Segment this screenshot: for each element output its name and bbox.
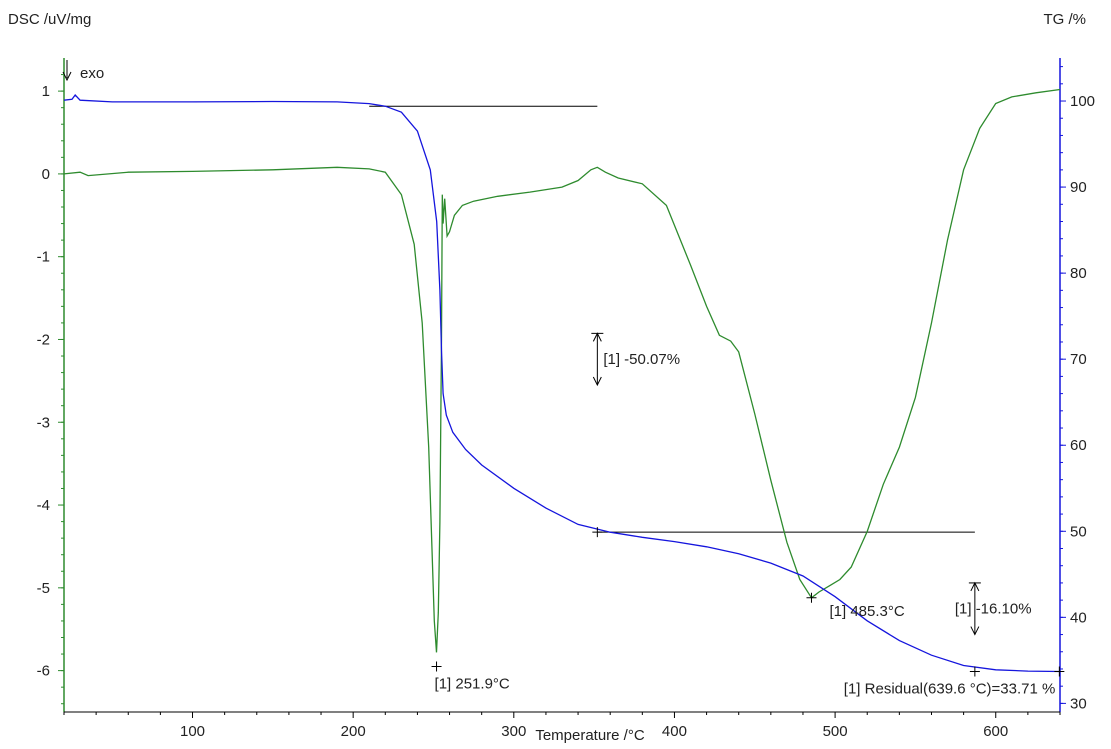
arrow-head-down — [970, 626, 980, 636]
x-tick-label: 500 — [823, 723, 848, 740]
peak-marker-icon — [806, 592, 817, 603]
x-tick-label: 400 — [662, 723, 687, 740]
tg-curve — [63, 93, 1060, 673]
exo-label: exo — [80, 65, 104, 82]
x-tick-label: 300 — [501, 723, 526, 740]
step-marker-icon — [592, 527, 603, 538]
x-tick-label: 600 — [983, 723, 1008, 740]
y-right-tick-label: 50 — [1070, 523, 1087, 540]
residual-marker-icon — [1054, 666, 1065, 677]
mass-loss-arrow-icon — [968, 581, 981, 636]
y-left-tick-label: -4 — [37, 497, 50, 514]
y-left-tick-label: 0 — [42, 166, 50, 183]
residual-label: [1] Residual(639.6 °C)=33.71 % — [844, 680, 1056, 697]
y-left-axis-title: DSC /uV/mg — [8, 11, 91, 28]
mass-loss-arrow-icon — [591, 332, 604, 387]
x-tick-label: 100 — [180, 723, 205, 740]
peak-marker-icon — [431, 661, 442, 672]
residual-marker-icon — [969, 666, 980, 677]
exo-arrow-icon — [62, 60, 72, 82]
y-left-tick-label: -5 — [37, 580, 50, 597]
y-left-tick-label: -3 — [37, 414, 50, 431]
y-left-tick-label: -2 — [37, 331, 50, 348]
y-left-tick-label: -6 — [37, 663, 50, 680]
y-right-tick-label: 60 — [1070, 437, 1087, 454]
arrow-head-down — [592, 376, 602, 387]
peak-2-label: [1] 485.3°C — [829, 603, 904, 620]
y-right-tick-label: 80 — [1070, 265, 1087, 282]
y-right-tick-label: 90 — [1070, 179, 1087, 196]
y-right-tick-label: 100 — [1070, 93, 1095, 110]
y-right-tick-label: 40 — [1070, 609, 1087, 626]
dsc-curve — [63, 88, 1061, 653]
peak-1-label: [1] 251.9°C — [435, 675, 510, 692]
mass-loss-2-label: [1] -16.10% — [955, 601, 1032, 618]
x-axis-title: Temperature /°C — [535, 727, 645, 744]
x-tick-label: 200 — [341, 723, 366, 740]
y-right-tick-label: 30 — [1070, 695, 1087, 712]
y-left-tick-label: 1 — [42, 83, 50, 100]
y-left-tick-label: -1 — [37, 249, 50, 266]
y-right-axis-title: TG /% — [1043, 11, 1086, 28]
y-right-tick-label: 70 — [1070, 351, 1087, 368]
mass-loss-1-label: [1] -50.07% — [603, 351, 680, 368]
